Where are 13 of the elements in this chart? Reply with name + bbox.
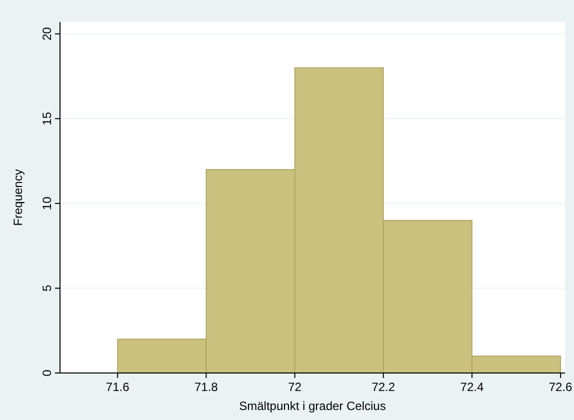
x-tick-label: 72 — [288, 380, 302, 394]
y-tick-label: 15 — [40, 112, 54, 126]
x-tick-label: 71.6 — [106, 380, 130, 394]
y-tick-label: 5 — [40, 284, 54, 292]
x-axis-title: Smältpunkt i grader Celcius — [239, 399, 386, 413]
y-tick-label: 10 — [40, 196, 54, 210]
y-tick-label: 0 — [40, 369, 54, 376]
x-tick-label: 72.6 — [548, 380, 573, 394]
x-tick-label: 72.4 — [460, 380, 484, 394]
y-axis-title: Frequency — [11, 169, 25, 226]
x-tick-label: 72.2 — [372, 380, 396, 394]
x-tick-label: 71.8 — [194, 380, 218, 394]
y-tick-label: 20 — [40, 26, 54, 41]
